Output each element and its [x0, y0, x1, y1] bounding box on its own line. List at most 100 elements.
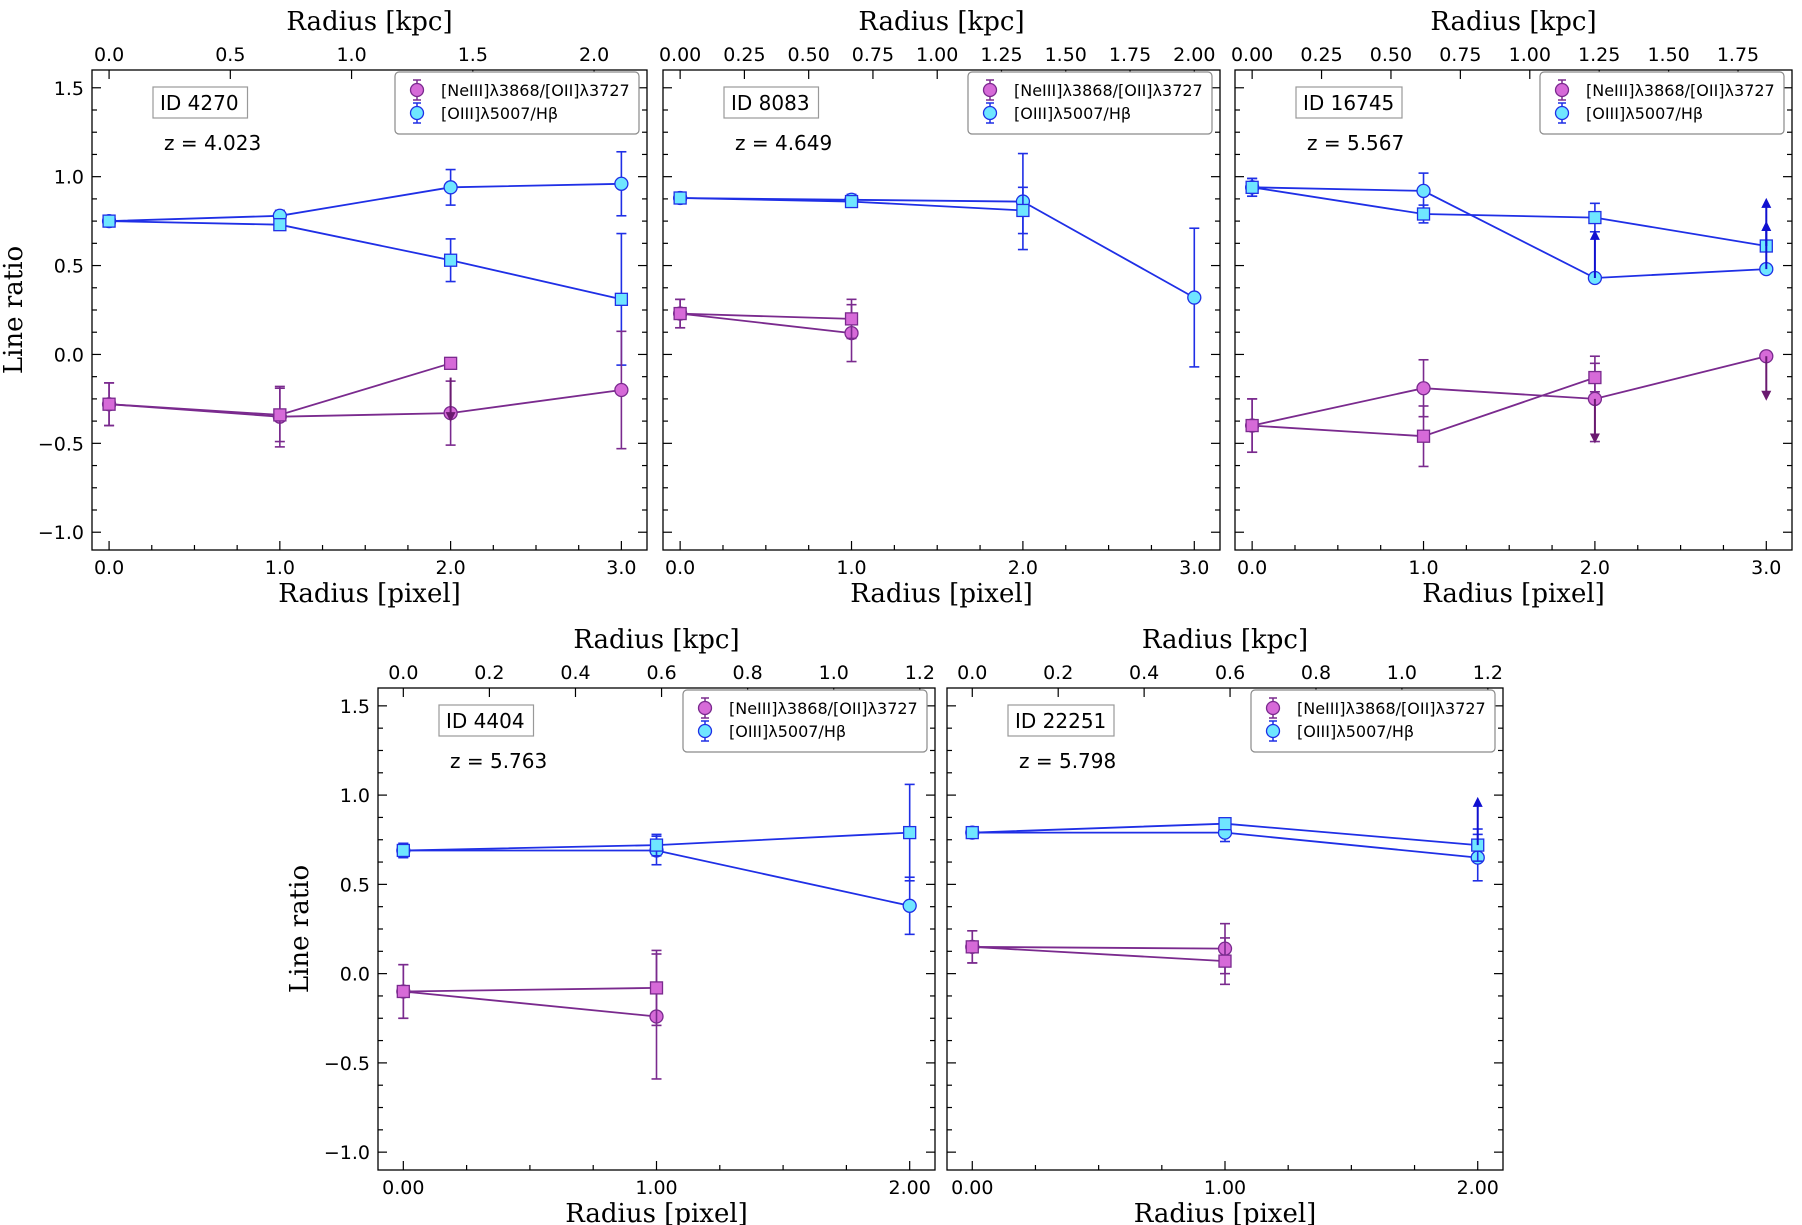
- x-tick-label: 0.0: [665, 557, 695, 579]
- top-tick-label: 1.0: [819, 662, 849, 684]
- series-o3-square: [396, 783, 917, 882]
- series-line: [680, 312, 852, 320]
- top-tick-label: 1.50: [1045, 44, 1087, 66]
- top-tick-label: 0.00: [659, 44, 701, 66]
- legend-neo-label: [NeIII]λ3868/[OII]λ3727: [441, 81, 630, 100]
- top-tick-label: 2.0: [579, 44, 609, 66]
- data-point: [844, 312, 859, 326]
- legend-marker: [1554, 105, 1570, 121]
- legend-o3-label: [OIII]λ5007/Hβ: [729, 722, 846, 741]
- id-label-box: [152, 86, 249, 119]
- top-tick-label: 1.00: [916, 44, 958, 66]
- legend-box: [682, 689, 928, 753]
- series-line: [972, 946, 1226, 950]
- series-neo-square: [673, 298, 859, 340]
- y-tick-label: −0.5: [38, 433, 84, 455]
- x-axis-title: Radius [pixel]: [1134, 1199, 1317, 1225]
- top-tick-label: 1.2: [1473, 662, 1503, 684]
- id-label-box: [1007, 704, 1115, 737]
- data-point: [649, 981, 664, 995]
- data-point: [614, 382, 629, 398]
- series-line: [109, 182, 622, 222]
- series-line: [109, 389, 622, 418]
- data-point: [1416, 207, 1431, 221]
- y-tick-label: −0.5: [324, 1053, 370, 1075]
- top-tick-label: 0.8: [1301, 662, 1331, 684]
- y-tick-label: 0.5: [340, 874, 370, 896]
- top-tick-label: 0.75: [1439, 44, 1481, 66]
- top-tick-label: 0.50: [1370, 44, 1412, 66]
- limit-arrow: [1472, 796, 1483, 846]
- x-tick-label: 2.00: [1457, 1177, 1499, 1199]
- top-tick-label: 0.2: [474, 662, 504, 684]
- y-tick-label: 0.0: [340, 964, 370, 986]
- limit-arrow-head: [1761, 197, 1772, 208]
- data-point: [1187, 290, 1202, 305]
- data-point: [673, 306, 687, 321]
- redshift-label: z = 4.649: [735, 131, 832, 155]
- legend: [NeIII]λ3868/[OII]λ3727 [OIII]λ5007/Hβ: [682, 689, 928, 753]
- legend: [NeIII]λ3868/[OII]λ3727 [OIII]λ5007/Hβ: [967, 71, 1213, 135]
- top-tick-label: 0.50: [788, 44, 830, 66]
- id-label-text: ID 16745: [1303, 91, 1394, 115]
- series-line: [1252, 186, 1767, 279]
- x-tick-label: 1.0: [836, 557, 866, 579]
- top-tick-label: 1.5: [458, 44, 488, 66]
- data-point: [1016, 203, 1030, 218]
- top-tick-label: 0.5: [215, 44, 245, 66]
- legend-marker: [409, 105, 425, 121]
- y-tick-label: 1.5: [54, 78, 84, 100]
- x-axis-title: Radius [pixel]: [850, 579, 1033, 609]
- series-o3-square: [673, 186, 1030, 235]
- x-tick-label: 1.0: [265, 557, 295, 579]
- data-point: [902, 898, 917, 913]
- id-label-text: ID 4404: [446, 709, 525, 733]
- series-line: [680, 197, 1195, 299]
- x-tick-label: 1.00: [1204, 1177, 1246, 1199]
- top-tick-label: 1.00: [1509, 44, 1551, 66]
- y-tick-label: −1.0: [38, 522, 84, 544]
- id-label-box: [723, 86, 820, 119]
- limit-arrow: [445, 377, 456, 423]
- top-tick-label: 0.25: [1300, 44, 1342, 66]
- y-tick-label: 1.0: [340, 785, 370, 807]
- series-neo-square: [1245, 362, 1602, 468]
- data-point: [396, 984, 410, 999]
- x-tick-label: 0.0: [1237, 557, 1267, 579]
- data-point: [903, 825, 917, 840]
- x-tick-label: 0.0: [94, 557, 124, 579]
- x-axis-title: Radius [pixel]: [1422, 579, 1605, 609]
- data-point: [1245, 418, 1259, 433]
- id-label-box: [1295, 86, 1403, 119]
- id-label-box: [438, 704, 535, 737]
- panel-3: 0.00 1.00 2.00 0.0 0.2 0.4 0.6 0.8 1.0 1.2 1.5 1.0 0…: [285, 625, 936, 1225]
- limit-arrow: [1761, 356, 1772, 401]
- data-point: [844, 194, 859, 209]
- x-tick-label: 0.00: [951, 1177, 993, 1199]
- legend-marker: [409, 82, 425, 98]
- top-tick-label: 1.50: [1647, 44, 1689, 66]
- top-tick-label: 0.0: [94, 44, 124, 66]
- top-tick-label: 0.4: [1129, 662, 1159, 684]
- x-tick-label: 2.00: [889, 1177, 931, 1199]
- legend-o3-label: [OIII]λ5007/Hβ: [1297, 722, 1414, 741]
- data-point: [649, 838, 664, 852]
- legend-o3-label: [OIII]λ5007/Hβ: [441, 104, 558, 123]
- x-tick-label: 2.0: [1008, 557, 1038, 579]
- series-neo-circle: [396, 953, 664, 1080]
- legend-neo-label: [NeIII]λ3868/[OII]λ3727: [729, 699, 918, 718]
- y-axis-title: Line ratio: [0, 246, 29, 374]
- x-tick-label: 0.00: [382, 1177, 424, 1199]
- id-label-text: ID 8083: [731, 91, 810, 115]
- series-o3-circle: [965, 822, 1485, 882]
- id-label-text: ID 22251: [1015, 709, 1106, 733]
- data-point: [443, 180, 458, 195]
- id-label: ID 22251: [1007, 704, 1115, 737]
- top-tick-label: 0.6: [1215, 662, 1245, 684]
- series-neo-square: [396, 949, 664, 1027]
- series-neo-circle: [672, 298, 859, 363]
- x-tick-label: 3.0: [606, 557, 636, 579]
- legend-box: [1250, 689, 1496, 753]
- data-point: [614, 292, 629, 306]
